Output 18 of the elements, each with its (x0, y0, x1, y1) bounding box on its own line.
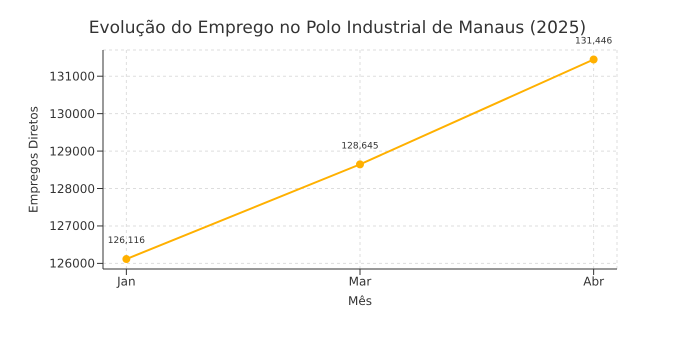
y-axis-title: Empregos Diretos (26, 106, 40, 213)
y-tick-label: 129000 (49, 144, 95, 158)
y-tick-label: 131000 (49, 69, 95, 84)
x-tick-label: Jan (116, 274, 136, 289)
data-label: 128,645 (341, 141, 379, 152)
data-label: 126,116 (108, 236, 146, 246)
point (590, 56, 598, 64)
y-tick-label: 128000 (49, 182, 95, 196)
chart-title: Evolução do Emprego no Polo Industrial de Manaus (2025) (88, 18, 586, 38)
data-label: 131,446 (575, 36, 613, 47)
point (122, 255, 130, 264)
x-axis-title: Mês (348, 294, 372, 308)
y-tick-label: 127000 (49, 219, 95, 234)
y-tick-label: 130000 (49, 106, 95, 121)
x-tick-label: Abr (583, 274, 604, 289)
x-tick-label: Mar (348, 274, 372, 289)
point (356, 160, 364, 168)
y-tick-label: 126000 (49, 256, 95, 271)
